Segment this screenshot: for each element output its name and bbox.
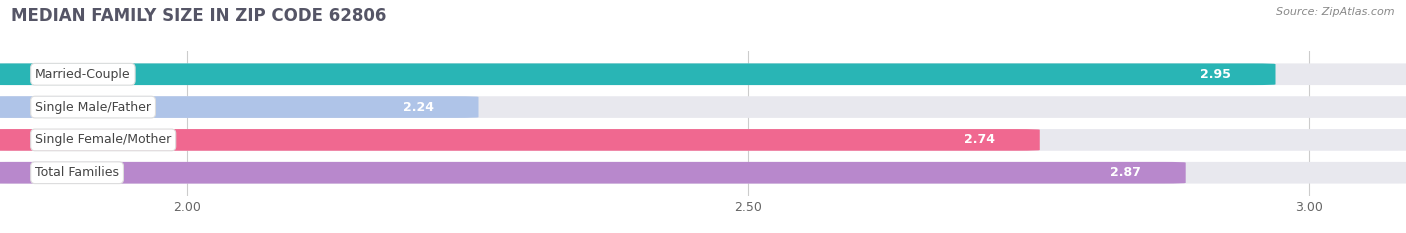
- FancyBboxPatch shape: [0, 162, 1406, 184]
- Text: 2.74: 2.74: [965, 134, 995, 146]
- FancyBboxPatch shape: [0, 162, 1185, 184]
- FancyBboxPatch shape: [0, 63, 1275, 85]
- FancyBboxPatch shape: [0, 63, 1406, 85]
- FancyBboxPatch shape: [0, 96, 478, 118]
- Text: Single Male/Father: Single Male/Father: [35, 101, 150, 113]
- Text: 2.87: 2.87: [1109, 166, 1140, 179]
- FancyBboxPatch shape: [0, 96, 1406, 118]
- Text: Total Families: Total Families: [35, 166, 120, 179]
- Text: 2.95: 2.95: [1199, 68, 1230, 81]
- FancyBboxPatch shape: [0, 129, 1040, 151]
- Text: Single Female/Mother: Single Female/Mother: [35, 134, 172, 146]
- FancyBboxPatch shape: [0, 129, 1406, 151]
- Text: MEDIAN FAMILY SIZE IN ZIP CODE 62806: MEDIAN FAMILY SIZE IN ZIP CODE 62806: [11, 7, 387, 25]
- Text: 2.24: 2.24: [402, 101, 433, 113]
- Text: Married-Couple: Married-Couple: [35, 68, 131, 81]
- Text: Source: ZipAtlas.com: Source: ZipAtlas.com: [1277, 7, 1395, 17]
